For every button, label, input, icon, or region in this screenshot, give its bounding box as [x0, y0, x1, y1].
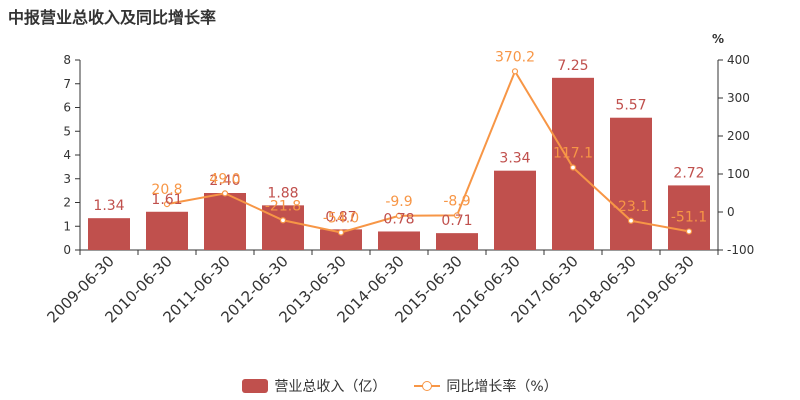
growth-point [337, 229, 345, 236]
bar [436, 233, 478, 250]
growth-data-label: 49.0 [209, 171, 240, 187]
bar [146, 211, 188, 250]
growth-data-label: -51.1 [671, 209, 707, 225]
growth-data-label: 20.8 [151, 182, 182, 198]
growth-point [511, 68, 519, 75]
y-right-tick-label: 0 [727, 205, 735, 219]
y-right-tick-label: 100 [727, 167, 750, 181]
growth-data-label: -8.9 [443, 193, 470, 209]
bar-data-label: 2.72 [673, 165, 704, 181]
y-left-tick-label: 0 [63, 243, 71, 257]
bar-data-label: 2.40 [209, 173, 240, 189]
legend-label-revenue: 营业总收入（亿） [274, 379, 387, 395]
growth-point [279, 217, 287, 224]
y-left-tick-label: 4 [63, 148, 71, 162]
growth-point [221, 190, 229, 197]
y-left-tick-label: 2 [63, 196, 71, 210]
bar [668, 185, 710, 250]
bar [88, 218, 130, 250]
growth-point [453, 212, 461, 219]
growth-data-label: 370.2 [495, 49, 535, 65]
bar [204, 193, 246, 250]
bar [610, 117, 652, 251]
y-left-tick-label: 8 [63, 53, 71, 67]
legend: 营业总收入（亿） 同比增长率（%） [0, 376, 800, 396]
y-left-tick-label: 6 [63, 101, 71, 115]
bar-data-label: 0.78 [383, 211, 414, 227]
growth-data-label: -9.9 [385, 194, 412, 210]
growth-point [395, 212, 403, 219]
bar-data-label: 1.61 [151, 192, 182, 208]
bar-data-label: 0.87 [325, 209, 356, 225]
growth-point [685, 228, 693, 235]
y-right-tick-label: -100 [727, 243, 754, 257]
y-right-tick-label: 400 [727, 53, 750, 67]
bar [320, 229, 362, 250]
legend-item-growth[interactable]: 同比增长率（%） [414, 376, 558, 396]
bar-data-label: 5.57 [615, 98, 646, 114]
bar-data-label: 1.34 [93, 198, 124, 214]
bar [552, 77, 594, 250]
bar [494, 170, 536, 250]
growth-data-label: -23.1 [613, 199, 649, 215]
bar-data-label: 1.88 [267, 185, 298, 201]
growth-data-label: -21.8 [265, 198, 301, 214]
growth-point [627, 217, 635, 224]
legend-line-swatch-icon [414, 379, 441, 393]
growth-data-label: 117.1 [553, 146, 593, 162]
chart-title: 中报营业总收入及同比增长率 [8, 8, 217, 27]
growth-point [569, 164, 577, 171]
bar-data-label: 3.34 [499, 151, 530, 167]
y-right-tick-label: 200 [727, 129, 750, 143]
y-right-tick-label: 300 [727, 91, 750, 105]
bar [378, 231, 420, 250]
y-left-tick-label: 5 [63, 124, 71, 138]
growth-data-label: -54.0 [323, 211, 359, 227]
bar-data-label: 0.71 [441, 213, 472, 229]
bar-data-label: 7.25 [557, 58, 588, 74]
legend-bar-swatch-icon [242, 379, 269, 393]
growth-line [166, 69, 690, 234]
y-left-tick-label: 1 [63, 219, 71, 233]
growth-point [163, 200, 171, 208]
y-right-unit-label: % [712, 32, 724, 46]
y-left-tick-label: 3 [63, 172, 71, 186]
legend-label-growth: 同比增长率（%） [446, 379, 558, 395]
y-left-tick-label: 7 [63, 77, 71, 91]
legend-item-revenue[interactable]: 营业总收入（亿） [242, 376, 386, 396]
